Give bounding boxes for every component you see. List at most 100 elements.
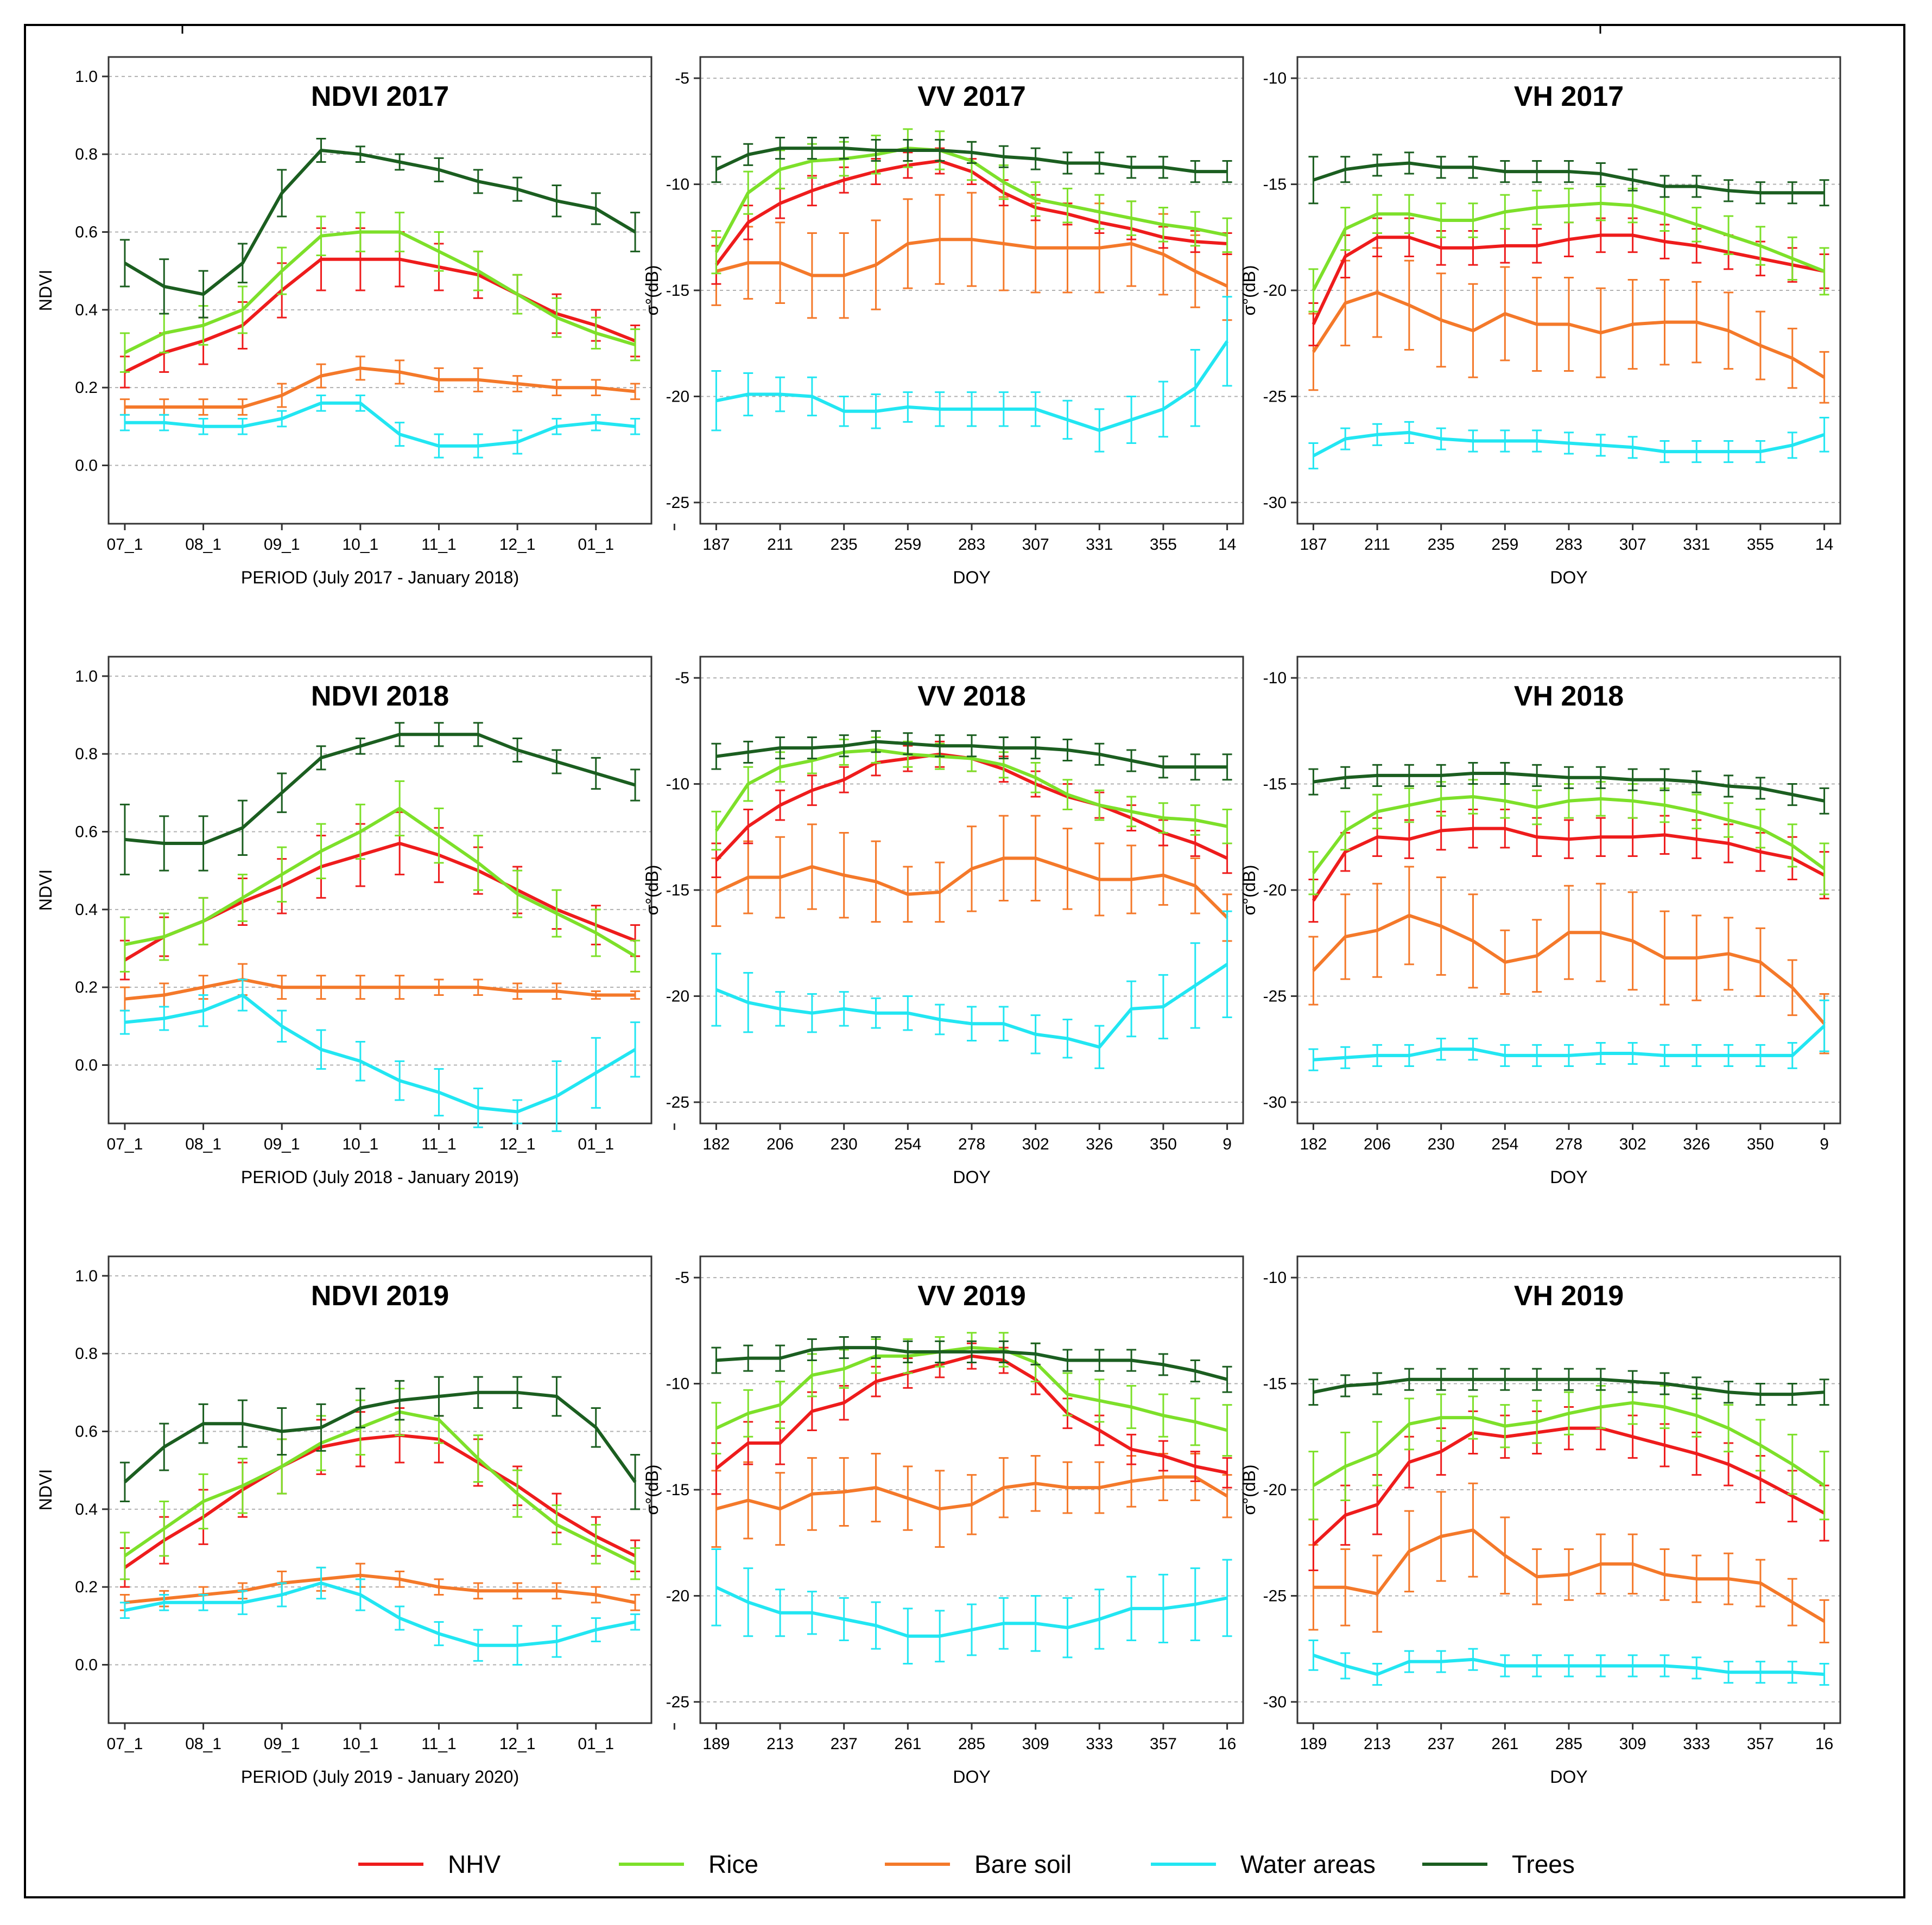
x-axis-label: DOY	[953, 1767, 990, 1787]
y-tick-label: -15	[1263, 176, 1287, 194]
data-point	[748, 154, 749, 155]
data-point	[556, 1524, 557, 1525]
y-tick-label: -30	[1263, 1094, 1287, 1111]
chart-panel-0: 0.0 0.2 0.4 0.6 0.8 1.0 07_1 08_1 09_1 10_1 11_1 12…	[36, 56, 675, 587]
series-water-areas	[119, 1566, 641, 1666]
data-point	[748, 826, 749, 827]
data-point	[1377, 1674, 1378, 1675]
chart-panel-4: -25 -20 -15 -10 -5 182 206 230 254 278 302 326 350 9 V…	[642, 656, 1244, 1187]
legend-item-nhv: NHV	[358, 1850, 501, 1878]
chart-title: NDVI 2017	[311, 81, 449, 112]
y-tick-label: 0.6	[75, 823, 98, 841]
x-tick-label: 211	[1364, 536, 1390, 554]
chart-title: VH 2017	[1514, 81, 1624, 112]
data-point	[203, 325, 204, 326]
data-point	[1131, 1360, 1132, 1361]
series-trees	[1308, 151, 1829, 207]
data-point	[1003, 1623, 1004, 1624]
data-point	[1131, 1449, 1132, 1450]
data-point	[715, 860, 717, 861]
data-point	[1377, 1453, 1378, 1454]
data-point	[1345, 1466, 1346, 1467]
data-point	[203, 294, 204, 295]
y-tick-label: 0.0	[75, 1656, 98, 1674]
series-water-areas	[119, 979, 641, 1132]
x-tick-label: 355	[1150, 536, 1177, 554]
y-tick-label: 0.0	[75, 1057, 98, 1075]
data-point	[1377, 1504, 1378, 1505]
data-point	[242, 426, 243, 427]
data-point	[1377, 1383, 1378, 1384]
data-point	[1600, 777, 1601, 778]
data-point	[1067, 205, 1068, 206]
y-tick-label: 0.2	[75, 1578, 98, 1596]
x-axis-label: DOY	[953, 568, 990, 587]
data-point	[1728, 819, 1729, 821]
data-point	[242, 406, 243, 408]
series-nhv	[119, 1407, 641, 1588]
data-point	[748, 877, 749, 878]
data-point	[715, 989, 717, 990]
y-tick-label: -20	[1263, 282, 1287, 300]
data-point	[556, 761, 557, 762]
data-point	[1099, 879, 1100, 880]
plot-border	[107, 656, 653, 1124]
data-point	[556, 913, 557, 914]
x-tick-label: 16	[1815, 1735, 1833, 1753]
data-point	[635, 426, 636, 427]
data-point	[1099, 247, 1100, 249]
data-point	[1067, 247, 1068, 249]
x-tick-label: 182	[702, 1135, 730, 1153]
x-tick-label: 9	[1222, 1135, 1232, 1153]
data-point	[780, 203, 781, 204]
series-line	[124, 1581, 636, 1647]
data-point	[203, 1602, 204, 1603]
x-tick-label: 237	[831, 1735, 858, 1753]
x-tick-label: 283	[1555, 536, 1582, 554]
y-tick-label: -25	[666, 494, 689, 512]
data-point	[1600, 1053, 1601, 1054]
data-point	[1345, 777, 1346, 778]
data-point	[1377, 164, 1378, 166]
data-point	[1664, 1055, 1665, 1056]
y-tick-label: -25	[666, 1693, 689, 1711]
data-point	[1696, 186, 1697, 187]
series-bare-soil	[1308, 247, 1829, 404]
data-point	[1632, 324, 1633, 325]
legend-item-rice: Rice	[619, 1850, 758, 1878]
series-rice	[711, 736, 1232, 851]
data-point	[780, 1443, 781, 1444]
x-tick-label: 357	[1747, 1735, 1774, 1753]
series-line	[1313, 1528, 1826, 1623]
x-tick-label: 235	[831, 536, 858, 554]
data-point	[1728, 1672, 1729, 1673]
data-point	[635, 391, 636, 392]
y-tick-label: 0.4	[75, 1501, 98, 1519]
series-water-areas	[1308, 1640, 1829, 1686]
series-trees	[119, 1376, 641, 1510]
series-trees	[1308, 1368, 1829, 1406]
data-point	[517, 749, 518, 751]
data-point	[1035, 857, 1036, 859]
y-tick-label: -5	[675, 669, 689, 687]
series-line	[124, 806, 636, 958]
chart-title: VH 2019	[1514, 1280, 1624, 1312]
series-nhv	[711, 1342, 1232, 1495]
x-tick-label: 01_1	[578, 1735, 614, 1753]
series-line	[715, 1354, 1228, 1475]
y-tick-label: -10	[666, 176, 689, 194]
chart-panel-2: -30 -25 -20 -15 -10 187 211 235 259 283 307 331 355 1…	[1239, 56, 1841, 587]
data-point	[1345, 830, 1346, 831]
data-point	[1313, 455, 1314, 456]
data-point	[1131, 879, 1132, 880]
y-tick-label: 0.4	[75, 301, 98, 319]
data-point	[203, 843, 204, 844]
series-line	[124, 401, 636, 448]
y-axis-label: σ°(dB)	[642, 865, 662, 916]
x-tick-label: 01_1	[578, 1135, 614, 1153]
data-point	[1632, 779, 1633, 780]
data-point	[1313, 1059, 1314, 1060]
y-tick-label: 0.8	[75, 145, 98, 163]
data-point	[1600, 798, 1601, 799]
y-tick-label: -10	[1263, 69, 1287, 87]
